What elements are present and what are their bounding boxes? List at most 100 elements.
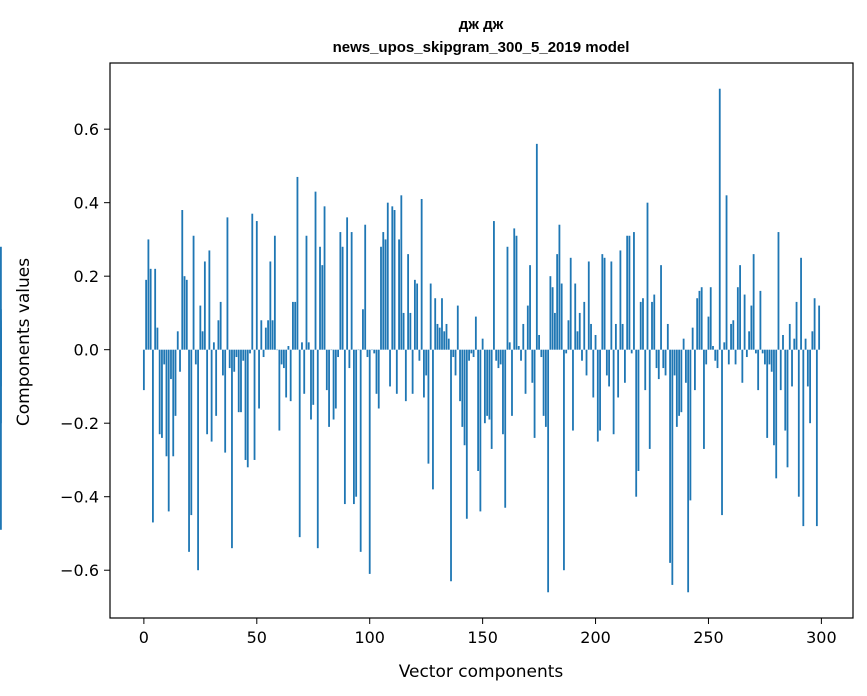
bar [472,349,475,358]
bar [669,349,671,563]
bar [766,349,769,438]
bar [219,301,222,350]
bar [657,349,660,380]
bar [145,279,148,350]
bar [260,320,263,350]
bar [348,349,351,369]
bar [337,349,339,358]
bar [240,349,242,413]
bar [506,246,509,350]
bar [750,305,753,350]
x-tick-label: 250 [693,628,724,647]
bar [745,349,748,358]
bar [517,346,520,350]
bar [770,349,773,372]
bar [362,309,364,350]
bar [608,349,610,387]
bar [599,349,601,431]
bar [495,349,498,361]
bar [791,349,793,387]
bar [269,261,272,350]
bar [267,320,269,350]
bar [296,176,299,350]
bar [581,349,583,361]
bar [386,202,389,350]
bar [328,349,330,427]
bar [594,334,597,350]
bar [682,338,685,350]
bar [456,305,459,350]
bar [375,349,378,394]
bar [624,349,626,383]
bar [0,349,2,530]
bar [194,349,197,365]
bar [714,349,717,361]
bar [757,349,760,391]
bar [307,342,310,350]
bar [533,349,536,438]
bar [355,349,358,497]
bar [325,349,328,391]
bar [413,279,416,350]
bar [698,290,701,350]
bar [429,283,432,350]
bar [434,298,437,350]
bar [319,246,321,350]
bar [215,349,218,416]
bar [149,268,152,350]
bar [188,349,190,552]
bar [633,232,635,350]
bar [718,88,721,350]
y-axis-label: Components values [14,258,34,426]
bar [262,349,265,358]
bar [761,349,764,354]
bar [235,349,238,358]
bar [572,349,574,431]
bar [764,349,766,365]
x-tick-label: 150 [467,628,498,647]
bar [217,320,220,350]
bar [454,349,457,376]
bar [549,276,552,350]
bar [181,210,184,350]
bar [212,342,215,350]
bar [287,346,290,350]
bar [556,254,559,350]
bar [779,349,782,391]
bar [244,349,247,460]
bar [170,349,172,380]
bar [626,235,629,350]
bar [544,349,547,427]
bar [813,298,816,350]
bar [504,349,507,508]
bar [644,349,647,391]
bar [339,232,342,350]
bar [741,349,744,383]
bar [705,349,708,365]
bar [359,349,362,552]
bar [258,349,260,409]
bar [246,349,249,468]
bar [404,349,407,402]
bar [368,349,371,574]
bar [811,331,814,350]
bar [637,349,640,471]
bar [502,349,504,435]
bar [445,323,448,350]
bar [709,287,712,350]
bar [233,349,236,372]
bar [590,323,592,350]
bar [526,305,529,350]
bar [797,349,800,497]
bar [784,349,787,431]
bar [255,221,258,350]
bar [393,210,396,350]
bar [179,349,181,372]
bar [353,349,355,505]
bar [172,349,175,457]
bar [730,323,732,350]
bar [727,349,730,365]
bar [264,327,267,350]
bar [691,327,694,350]
